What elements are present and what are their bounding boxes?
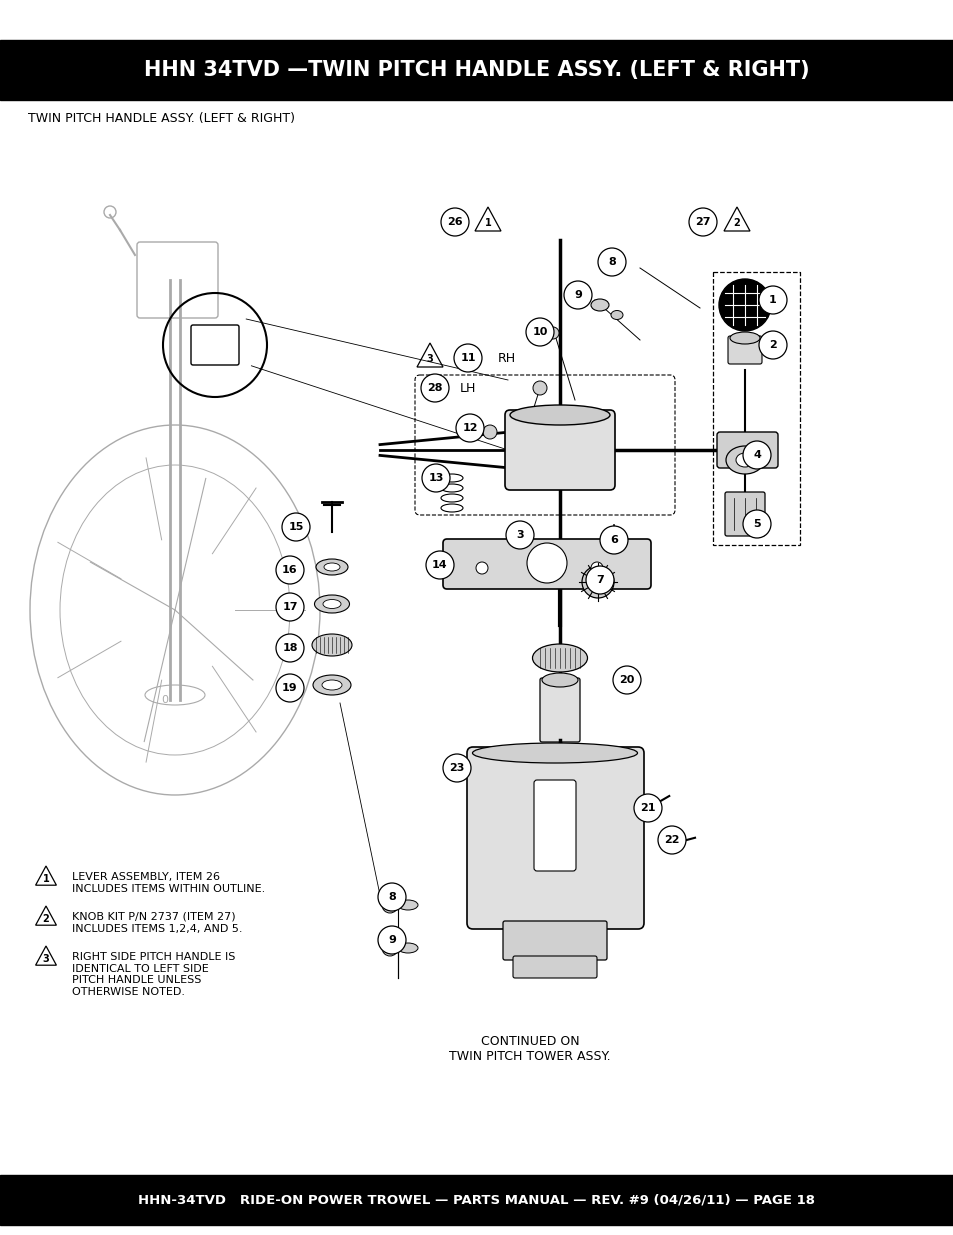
Circle shape [662,840,672,850]
Text: LH: LH [459,382,476,394]
Text: 16: 16 [282,564,297,576]
Circle shape [581,566,614,598]
Text: 4: 4 [752,450,760,459]
Circle shape [607,536,619,548]
Text: KNOB KIT P/N 2737 (ITEM 27)
INCLUDES ITEMS 1,2,4, AND 5.: KNOB KIT P/N 2737 (ITEM 27) INCLUDES ITE… [71,911,242,934]
FancyBboxPatch shape [467,747,643,929]
Text: 7: 7 [596,576,603,585]
Text: 0: 0 [161,695,169,705]
Circle shape [275,634,304,662]
Circle shape [454,345,481,372]
Circle shape [719,279,770,331]
Text: 2: 2 [768,340,776,350]
Circle shape [525,317,554,346]
Circle shape [639,805,649,815]
Circle shape [275,556,304,584]
Circle shape [440,207,469,236]
Circle shape [533,382,546,395]
Text: 2: 2 [733,219,740,228]
Text: 9: 9 [574,290,581,300]
Text: 12: 12 [462,424,477,433]
Circle shape [658,826,685,853]
Ellipse shape [312,634,352,656]
Circle shape [505,521,534,550]
Ellipse shape [541,673,578,687]
Text: 11: 11 [459,353,476,363]
Circle shape [420,374,449,403]
Circle shape [381,940,397,956]
Circle shape [742,510,770,538]
Text: HHN-34TVD   RIDE-ON POWER TROWEL — PARTS MANUAL — REV. #9 (04/26/11) — PAGE 18: HHN-34TVD RIDE-ON POWER TROWEL — PARTS M… [138,1193,815,1207]
Text: 1: 1 [484,219,491,228]
Circle shape [563,282,592,309]
Text: 8: 8 [388,892,395,902]
Ellipse shape [324,563,339,571]
Ellipse shape [315,559,348,576]
Circle shape [377,926,406,953]
Ellipse shape [610,310,622,320]
Circle shape [476,562,488,574]
Text: 9: 9 [388,935,395,945]
Ellipse shape [313,676,351,695]
Circle shape [275,593,304,621]
FancyBboxPatch shape [534,781,576,871]
Bar [0,1174,953,1225]
Circle shape [590,562,602,574]
Circle shape [381,897,397,913]
Text: 13: 13 [428,473,443,483]
Text: 2: 2 [43,914,50,924]
Bar [712,272,800,545]
FancyBboxPatch shape [717,432,778,468]
Circle shape [598,248,625,275]
FancyBboxPatch shape [727,336,761,364]
Text: 14: 14 [432,559,447,571]
Text: TWIN PITCH HANDLE ASSY. (LEFT & RIGHT): TWIN PITCH HANDLE ASSY. (LEFT & RIGHT) [28,111,294,125]
Text: 22: 22 [663,835,679,845]
FancyBboxPatch shape [504,410,615,490]
FancyBboxPatch shape [539,678,579,742]
Circle shape [526,543,566,583]
Text: 3: 3 [43,953,50,963]
Circle shape [275,674,304,701]
Text: 3: 3 [516,530,523,540]
Ellipse shape [314,595,349,613]
Ellipse shape [532,643,587,672]
Text: CONTINUED ON
TWIN PITCH TOWER ASSY.: CONTINUED ON TWIN PITCH TOWER ASSY. [449,1035,610,1063]
Text: 5: 5 [753,519,760,529]
Text: 1: 1 [43,874,50,884]
Text: RIGHT SIDE PITCH HANDLE IS
IDENTICAL TO LEFT SIDE
PITCH HANDLE UNLESS
OTHERWISE : RIGHT SIDE PITCH HANDLE IS IDENTICAL TO … [71,952,235,997]
Text: LEVER ASSEMBLY, ITEM 26
INCLUDES ITEMS WITHIN OUTLINE.: LEVER ASSEMBLY, ITEM 26 INCLUDES ITEMS W… [71,872,265,894]
FancyBboxPatch shape [724,492,764,536]
Text: 23: 23 [449,763,464,773]
Circle shape [688,207,717,236]
Ellipse shape [590,299,608,311]
Ellipse shape [397,900,417,910]
Text: 18: 18 [282,643,297,653]
Text: 1: 1 [768,295,776,305]
Text: 8: 8 [607,257,616,267]
Circle shape [759,331,786,359]
Text: 20: 20 [618,676,634,685]
Ellipse shape [322,680,341,690]
Text: 21: 21 [639,803,655,813]
Text: HHN 34TVD —TWIN PITCH HANDLE ASSY. (LEFT & RIGHT): HHN 34TVD —TWIN PITCH HANDLE ASSY. (LEFT… [144,61,809,80]
FancyBboxPatch shape [502,921,606,960]
Text: 15: 15 [288,522,303,532]
Ellipse shape [397,944,417,953]
Circle shape [585,566,614,594]
Ellipse shape [510,405,609,425]
Circle shape [442,755,471,782]
Ellipse shape [735,453,753,467]
Circle shape [634,794,661,823]
Text: 28: 28 [427,383,442,393]
Circle shape [482,425,497,438]
Circle shape [456,414,483,442]
Text: RH: RH [497,352,516,364]
Text: 17: 17 [282,601,297,613]
Ellipse shape [729,332,760,345]
Circle shape [613,666,640,694]
Ellipse shape [472,743,637,763]
Circle shape [546,327,558,338]
Text: 26: 26 [447,217,462,227]
Bar [0,40,953,100]
